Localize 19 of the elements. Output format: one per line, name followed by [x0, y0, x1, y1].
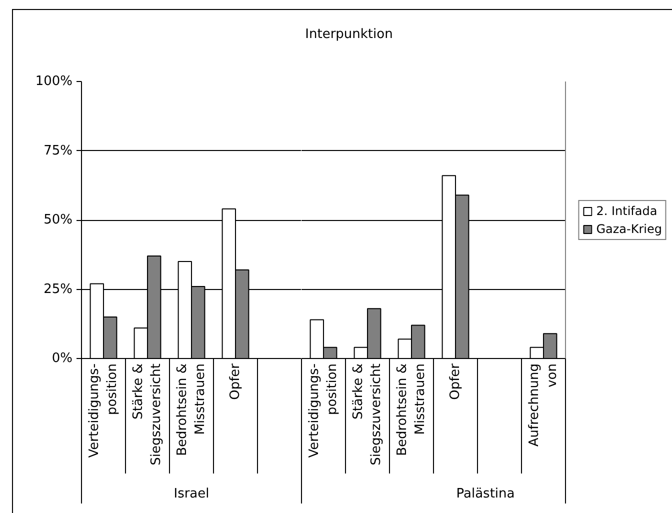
legend-label: 2. Intifada: [596, 204, 658, 218]
x-tick-label: Stärke & Siegszuversicht: [351, 363, 384, 466]
legend-label: Gaza-Krieg: [596, 222, 662, 236]
x-tick-label: Stärke & Siegszuversicht: [131, 363, 164, 466]
chart-title: Interpunktion: [305, 26, 393, 44]
x-tick-label: Bedrohtsein & Misstrauen: [395, 363, 428, 456]
y-tick-label: 100%: [35, 74, 73, 89]
y-tick-label: 50%: [44, 212, 73, 228]
x-tick-label: Opfer: [228, 362, 243, 400]
x-axis-title: Israel: [174, 486, 210, 502]
x-axis-title: Palästina: [456, 486, 515, 502]
x-tick-label: Verteidigungs- position: [87, 363, 120, 458]
y-tick-label: 0%: [52, 351, 72, 366]
x-tick-label: Verteidigungs- position: [307, 363, 340, 458]
x-tick-label: Aufrechnung von: [527, 363, 560, 447]
x-tick-label: Opfer: [448, 362, 463, 400]
y-tick-label: 75%: [44, 143, 73, 158]
y-tick-label: 25%: [44, 282, 73, 297]
x-tick-label: Bedrohtsein & Misstrauen: [175, 363, 208, 456]
